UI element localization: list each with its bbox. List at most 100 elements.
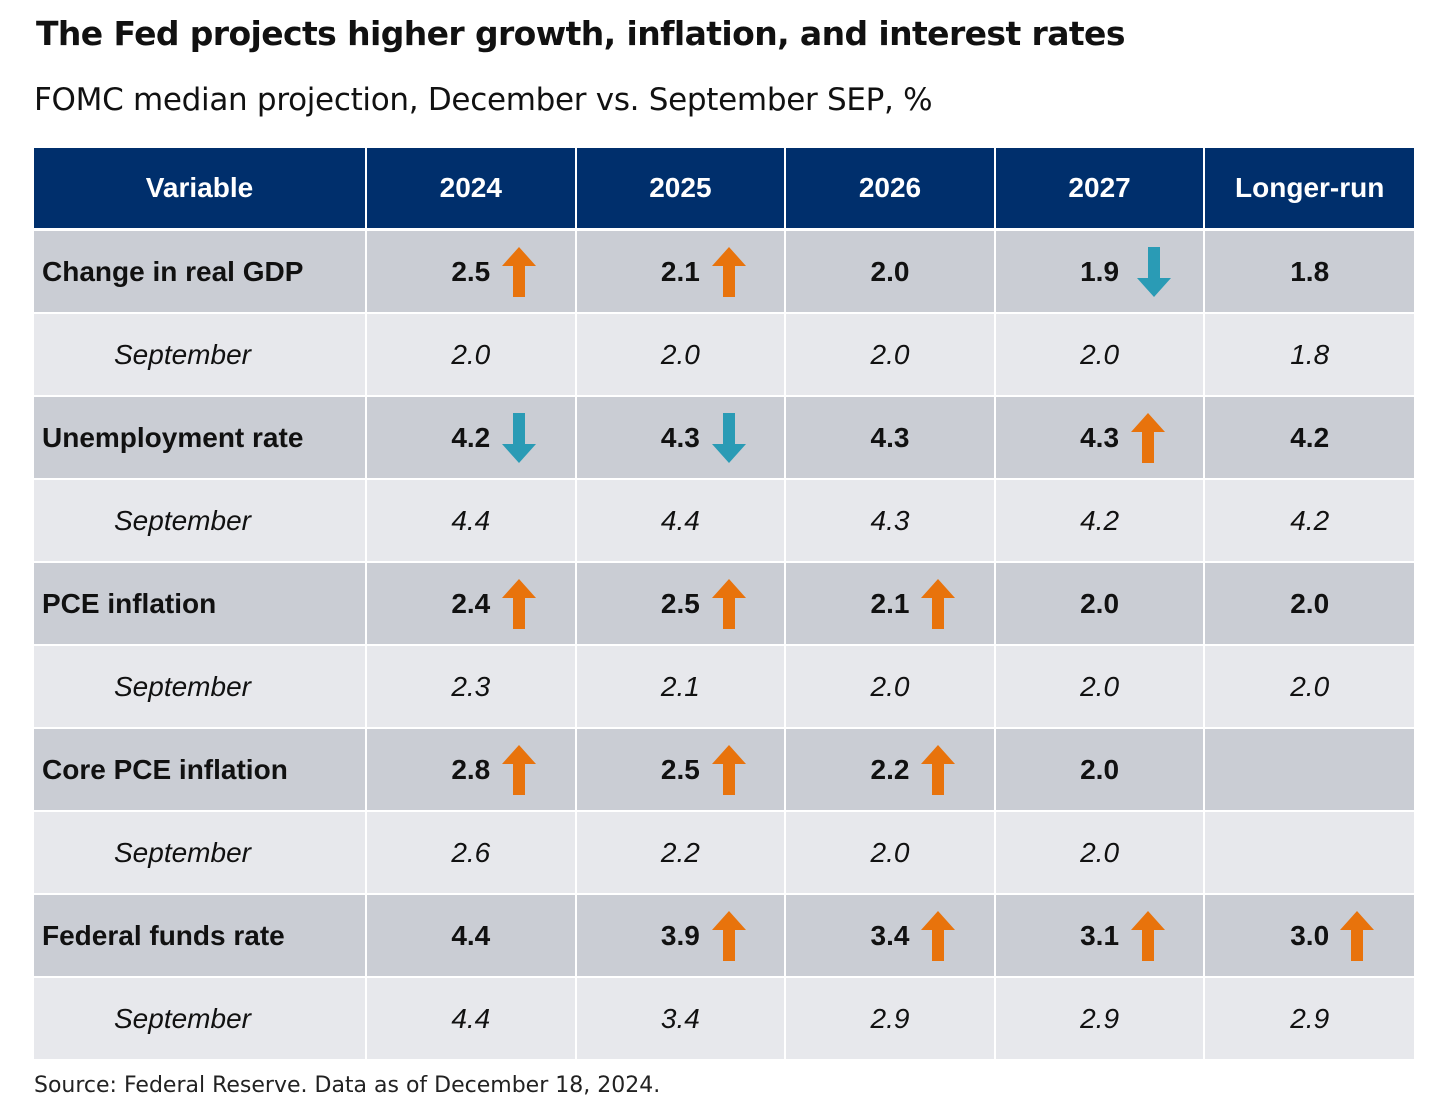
table-cell: 2.0 xyxy=(1203,645,1414,729)
cell-value: 2.5 xyxy=(660,753,700,785)
table-cell: 4.2 xyxy=(1203,396,1414,480)
cell-value: 4.2 xyxy=(1080,504,1120,536)
column-header: Longer-run xyxy=(1203,148,1414,231)
cell-value: 2.0 xyxy=(870,670,910,702)
table-cell: 2.9 xyxy=(1203,977,1414,1061)
table-body: Change in real GDP 2.5 2.1 2.0 1.9 1.8 Septemb… xyxy=(34,229,1414,1061)
table-cell: 2.3 xyxy=(365,645,576,729)
table-cell: 2.0 xyxy=(1203,562,1414,646)
cell-value: 2.0 xyxy=(660,338,700,370)
column-header: Variable xyxy=(34,148,366,231)
cell-value: 2.0 xyxy=(870,255,910,287)
table-row-september: September 2.0 2.0 2.0 2.0 1.8 xyxy=(34,313,1414,397)
column-header: 2025 xyxy=(574,148,786,231)
cell-value: 4.2 xyxy=(1290,421,1330,453)
cell-value: 2.1 xyxy=(870,587,910,619)
cell-value: 2.4 xyxy=(451,587,491,619)
cell-value: 2.0 xyxy=(1080,836,1120,868)
arrow-up-icon xyxy=(921,578,956,629)
row-label: Federal funds rate xyxy=(34,893,366,978)
table-cell: 4.3 xyxy=(784,479,995,563)
table-row: Unemployment rate 4.2 4.3 4.3 4.3 4.2 xyxy=(34,396,1414,480)
cell-value: 2.5 xyxy=(660,587,700,619)
table-cell: 2.5 xyxy=(574,562,786,646)
arrow-down-icon xyxy=(711,412,746,463)
table-cell: 2.0 xyxy=(574,313,786,397)
table-cell: 4.3 xyxy=(784,396,995,480)
cell-value: 2.9 xyxy=(870,1002,910,1034)
column-header: 2024 xyxy=(365,148,576,231)
table-cell: 3.4 xyxy=(574,977,786,1061)
table-cell: 4.4 xyxy=(365,893,576,978)
chart-title: The Fed projects higher growth, inflatio… xyxy=(36,14,1125,53)
table-row: Federal funds rate 4.4 3.9 3.4 3.1 3.0 xyxy=(34,893,1414,978)
cell-value: 4.4 xyxy=(451,504,491,536)
cell-value: 2.1 xyxy=(660,670,700,702)
table-cell: 2.4 xyxy=(365,562,576,646)
cell-value: 3.0 xyxy=(1290,919,1330,951)
table-cell: 3.4 xyxy=(784,893,995,978)
cell-value: 2.0 xyxy=(1080,670,1120,702)
cell-value: 2.0 xyxy=(1290,670,1330,702)
table-cell: 2.2 xyxy=(784,728,995,812)
cell-value: 4.3 xyxy=(870,504,910,536)
arrow-up-icon xyxy=(1340,910,1375,961)
cell-value: 2.0 xyxy=(1290,587,1330,619)
table-cell: 3.0 xyxy=(1203,893,1414,978)
cell-value: 2.0 xyxy=(1080,587,1120,619)
cell-value: 4.3 xyxy=(660,421,700,453)
row-label: Change in real GDP xyxy=(34,229,366,314)
table-cell: 2.0 xyxy=(993,313,1205,397)
table-cell: 2.9 xyxy=(784,977,995,1061)
cell-value: 2.0 xyxy=(1080,338,1120,370)
arrow-up-icon xyxy=(711,744,746,795)
table-cell: 3.1 xyxy=(993,893,1205,978)
table-row: PCE inflation 2.4 2.5 2.1 2.0 2.0 xyxy=(34,562,1414,646)
table-cell: 2.8 xyxy=(365,728,576,812)
table-cell: 4.3 xyxy=(574,396,786,480)
table-cell xyxy=(1203,811,1414,895)
row-label: September xyxy=(34,313,366,397)
table-cell: 2.0 xyxy=(784,229,995,314)
cell-value: 2.9 xyxy=(1290,1002,1330,1034)
arrow-up-icon xyxy=(921,744,956,795)
row-label: September xyxy=(34,645,366,729)
cell-value: 4.3 xyxy=(1080,421,1120,453)
cell-value: 3.1 xyxy=(1080,919,1120,951)
table-cell: 1.8 xyxy=(1203,229,1414,314)
source-note: Source: Federal Reserve. Data as of Dece… xyxy=(34,1073,661,1098)
table-row: Change in real GDP 2.5 2.1 2.0 1.9 1.8 xyxy=(34,229,1414,314)
table-cell: 3.9 xyxy=(574,893,786,978)
arrow-up-icon xyxy=(502,744,536,795)
cell-value: 4.2 xyxy=(451,421,491,453)
arrow-up-icon xyxy=(711,910,746,961)
cell-value: 2.9 xyxy=(1080,1002,1120,1034)
cell-value: 2.5 xyxy=(451,255,491,287)
table-cell xyxy=(1203,728,1414,812)
cell-value: 4.3 xyxy=(870,421,910,453)
cell-value: 1.9 xyxy=(1080,255,1120,287)
column-header: 2027 xyxy=(993,148,1205,231)
row-label: September xyxy=(34,977,366,1061)
cell-value: 2.2 xyxy=(660,836,700,868)
row-label: Unemployment rate xyxy=(34,396,366,480)
table-cell: 4.2 xyxy=(993,479,1205,563)
cell-value: 3.4 xyxy=(870,919,910,951)
cell-value: 2.0 xyxy=(451,338,491,370)
arrow-up-icon xyxy=(502,246,536,297)
table-cell: 2.0 xyxy=(365,313,576,397)
table-cell: 4.4 xyxy=(574,479,786,563)
table-cell: 2.5 xyxy=(365,229,576,314)
table-row-september: September 2.6 2.2 2.0 2.0 xyxy=(34,811,1414,895)
cell-value: 2.3 xyxy=(451,670,491,702)
table-cell: 2.0 xyxy=(993,811,1205,895)
table-cell: 2.2 xyxy=(574,811,786,895)
table-cell: 2.6 xyxy=(365,811,576,895)
table-cell: 2.0 xyxy=(784,645,995,729)
table-cell: 2.1 xyxy=(784,562,995,646)
table-cell: 4.3 xyxy=(993,396,1205,480)
row-label: PCE inflation xyxy=(34,562,366,646)
table-cell: 2.5 xyxy=(574,728,786,812)
header-row: Variable 2024 2025 2026 2027 Longer-run xyxy=(34,148,1414,231)
cell-value: 4.4 xyxy=(660,504,700,536)
